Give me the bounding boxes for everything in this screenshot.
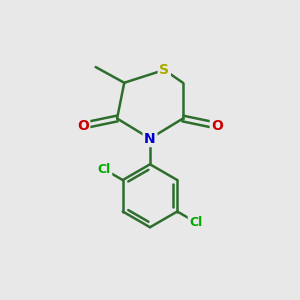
- Text: N: N: [144, 132, 156, 145]
- Text: S: S: [159, 63, 169, 77]
- Text: O: O: [77, 119, 89, 133]
- Text: Cl: Cl: [189, 216, 203, 229]
- Text: Cl: Cl: [98, 163, 111, 176]
- Text: O: O: [211, 119, 223, 133]
